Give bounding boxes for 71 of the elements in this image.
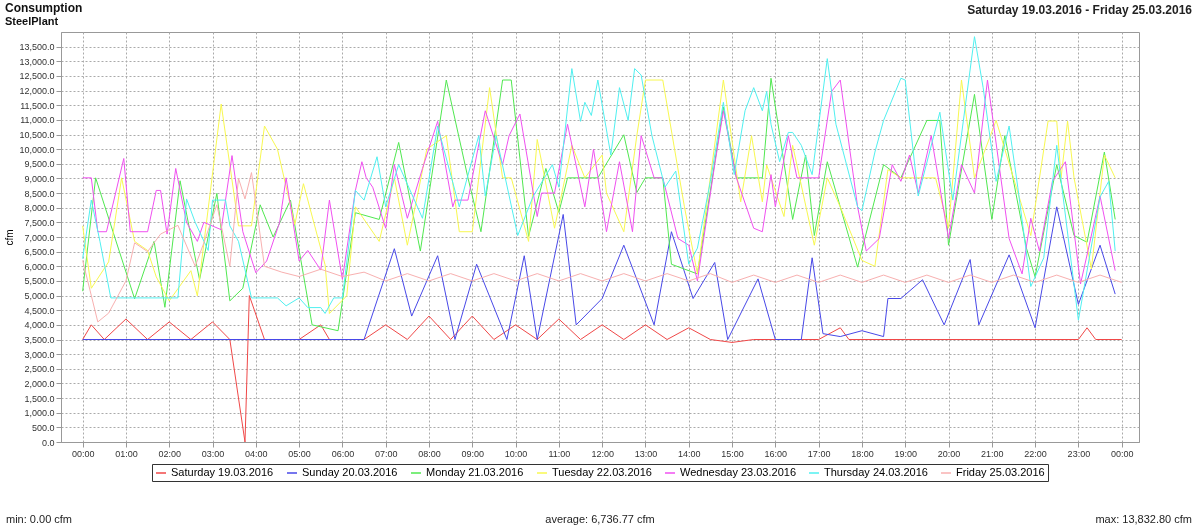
line-series: [82, 36, 1116, 321]
y-tick-label: 12,500.0: [19, 71, 55, 82]
x-tick-label: 11:00: [548, 448, 571, 459]
y-tick-label: 2,000.0: [24, 378, 55, 389]
y-tick-label: 4,000.0: [24, 320, 55, 331]
y-axis-title: cfm: [4, 229, 16, 246]
x-tick-label: 21:00: [981, 448, 1004, 459]
y-tick-label: 10,500.0: [19, 130, 55, 140]
text: average: 6,736.77 cfm: [545, 513, 655, 525]
x-tick-label: 19:00: [894, 448, 917, 459]
x-tick-label: 10:00: [504, 448, 528, 459]
y-tick-label: 1,000.0: [24, 408, 55, 419]
chart-subtitle: SteelPlant: [4, 15, 59, 27]
line-series: [82, 206, 1116, 340]
x-tick-label: 13:00: [634, 448, 658, 459]
x-tick-label: 23:00: [1067, 448, 1091, 459]
x-tick-label: 16:00: [764, 448, 788, 459]
y-tick-label: 13,000.0: [19, 56, 55, 67]
x-tick-label: 03:00: [201, 448, 225, 459]
x-tick-label: 07:00: [374, 448, 398, 459]
x-tick-label: 02:00: [158, 448, 181, 459]
x-tick-label: 09:00: [461, 448, 485, 459]
x-tick-label: 15:00: [721, 448, 744, 459]
y-tick-label: 3,000.0: [24, 349, 55, 360]
y-tick-label: 8,500.0: [24, 188, 55, 199]
x-tick-label: 05:00: [288, 448, 311, 459]
y-tick-label: 12,000.0: [19, 86, 55, 97]
legend-label: Thursday 24.03.2016: [824, 466, 928, 478]
text: min: 0.00 cfm: [6, 513, 73, 525]
y-tick-label: 1,500.0: [24, 393, 55, 404]
chart-title: Consumption: [4, 1, 83, 15]
y-tick-label: 3,500.0: [24, 335, 55, 345]
y-tick-label: 11,000.0: [20, 115, 55, 126]
legend-label: Tuesday 22.03.2016: [552, 466, 652, 478]
legend-label: Saturday 19.03.2016: [171, 466, 274, 478]
x-tick-label: 01:00: [115, 448, 138, 459]
x-tick-label: 22:00: [1024, 448, 1047, 459]
y-tick-label: 4,500.0: [24, 305, 55, 316]
y-tick-label: 7,000.0: [24, 232, 55, 243]
legend-label: Sunday 20.03.2016: [302, 466, 398, 478]
y-tick-label: 7,500.0: [24, 217, 55, 228]
y-tick-label: 9,000.0: [24, 173, 55, 184]
legend-label: Monday 21.03.2016: [426, 466, 524, 478]
y-tick-label: 9,500.0: [24, 159, 55, 170]
line-series: [82, 295, 1123, 442]
legend-label: Friday 25.03.2016: [956, 466, 1045, 478]
line-series: [82, 172, 1123, 323]
x-tick-label: 17:00: [807, 448, 831, 459]
x-tick-label: 06:00: [331, 448, 355, 459]
y-tick-label: 13,500.0: [19, 42, 55, 53]
x-tick-label: 14:00: [677, 448, 701, 459]
x-tick-label: 08:00: [418, 448, 441, 459]
y-tick-label: 6,500.0: [24, 247, 55, 258]
y-tick-label: 5,500.0: [24, 276, 55, 287]
y-tick-label: 2,500.0: [24, 364, 55, 375]
y-tick-label: 5,000.0: [24, 291, 55, 302]
x-tick-label: 00:00: [1110, 448, 1134, 459]
x-tick-label: 20:00: [937, 448, 961, 459]
y-tick-label: 10,000.0: [19, 144, 55, 155]
x-tick-label: 18:00: [851, 448, 874, 459]
x-tick-label: 12:00: [591, 448, 614, 459]
y-tick-label: 0.0: [41, 437, 55, 448]
x-tick-label: 04:00: [245, 448, 268, 459]
legend-label: Wednesday 23.03.2016: [680, 466, 796, 478]
text: max: 13,832.80 cfm: [1095, 513, 1192, 525]
y-tick-label: 11,500.0: [20, 100, 55, 111]
y-tick-label: 8,000.0: [24, 203, 55, 214]
text: Saturday 19.03.2016 - Friday 25.03.2016: [967, 3, 1192, 17]
x-tick-label: 00:00: [71, 448, 95, 459]
y-tick-label: 6,000.0: [24, 261, 55, 272]
y-tick-label: 500.0: [31, 422, 55, 433]
